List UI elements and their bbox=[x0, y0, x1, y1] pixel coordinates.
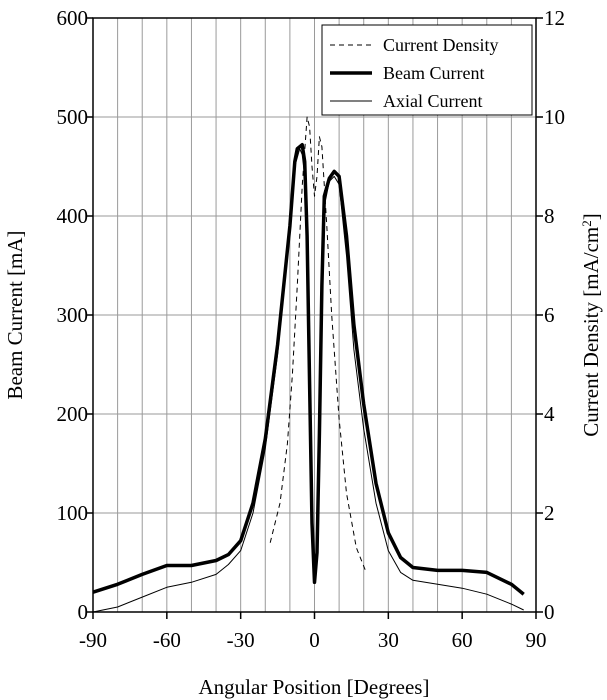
right-axis-tick-label: 10 bbox=[544, 105, 565, 129]
right-axis-title-base: Current Density [mA/cm bbox=[579, 227, 603, 437]
left-axis-tick-label: 300 bbox=[57, 303, 89, 327]
right-axis-title-superscript: 2 bbox=[579, 220, 594, 227]
left-axis-title: Beam Current [mA] bbox=[3, 230, 27, 399]
gridlines bbox=[93, 18, 536, 612]
x-axis-tick-label: -30 bbox=[227, 628, 255, 652]
legend: Current Density Beam Current Axial Curre… bbox=[321, 24, 533, 116]
x-axis-title: Angular Position [Degrees] bbox=[199, 675, 430, 699]
right-axis: 0 2 4 6 8 10 12 bbox=[536, 6, 565, 624]
right-axis-tick-label: 6 bbox=[544, 303, 555, 327]
left-axis-tick-label: 600 bbox=[57, 6, 89, 30]
series-line-axial-current bbox=[92, 148, 524, 613]
x-axis-tick-label: 90 bbox=[526, 628, 547, 652]
x-axis-tick-label: 30 bbox=[378, 628, 399, 652]
left-axis-tick-label: 400 bbox=[57, 204, 89, 228]
legend-box bbox=[321, 24, 533, 116]
x-axis-tick-label: 0 bbox=[309, 628, 320, 652]
right-axis-tick-label: 4 bbox=[544, 402, 555, 426]
x-axis-tick-label: -90 bbox=[79, 628, 107, 652]
left-axis-tick-label: 0 bbox=[78, 600, 89, 624]
right-axis-title: Current Density [mA/cm2] bbox=[579, 213, 603, 436]
right-axis-tick-label: 12 bbox=[544, 6, 565, 30]
legend-label-current-density: Current Density bbox=[383, 35, 498, 55]
x-axis-tick-label: -60 bbox=[153, 628, 181, 652]
x-axis: -90 -60 -30 0 30 60 90 bbox=[79, 612, 547, 652]
right-axis-tick-label: 8 bbox=[544, 204, 555, 228]
left-axis-tick-label: 500 bbox=[57, 105, 89, 129]
legend-label-beam-current: Beam Current bbox=[383, 63, 484, 83]
left-axis: 0 100 200 300 400 500 600 bbox=[57, 6, 93, 624]
right-axis-title-end: ] bbox=[579, 213, 603, 220]
right-axis-tick-label: 0 bbox=[544, 600, 555, 624]
left-axis-tick-label: 200 bbox=[57, 402, 89, 426]
left-axis-tick-label: 100 bbox=[57, 501, 89, 525]
right-axis-tick-label: 2 bbox=[544, 501, 555, 525]
series-line-current-density bbox=[269, 116, 367, 573]
x-axis-tick-label: 60 bbox=[452, 628, 473, 652]
series-layer bbox=[92, 116, 525, 613]
legend-label-axial-current: Axial Current bbox=[383, 91, 482, 111]
